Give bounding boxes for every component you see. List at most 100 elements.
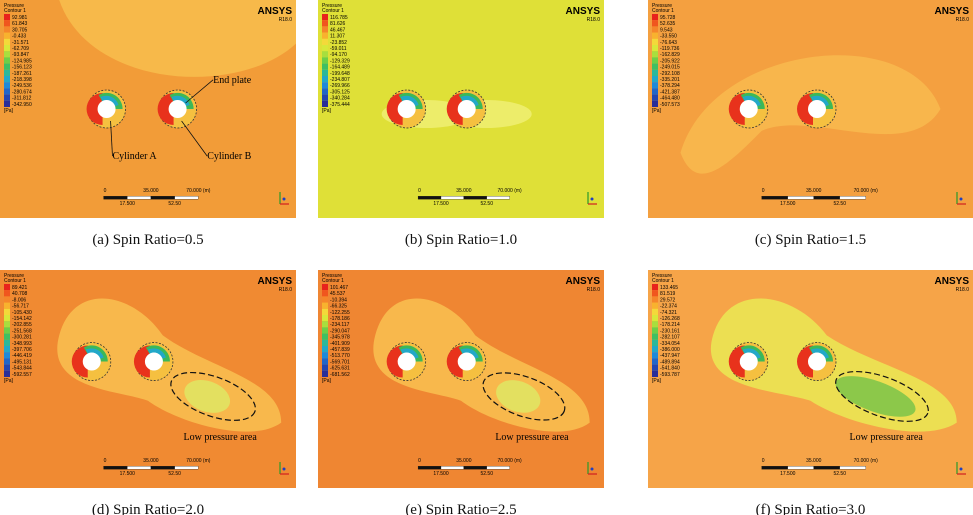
scale-segment (464, 196, 487, 199)
colorbar-cell (4, 340, 10, 346)
colorbar-cell (322, 57, 328, 63)
legend-value: 29.572 (660, 297, 676, 303)
legend-value: -205.922 (660, 58, 680, 64)
colorbar-cell (322, 365, 328, 371)
colorbar-cell (652, 315, 658, 321)
scale-segment (175, 466, 199, 469)
scale-label: 35.000 (143, 458, 159, 464)
colorbar-cell (652, 334, 658, 340)
legend-value: -199.648 (330, 71, 350, 77)
legend-value: -31.571 (12, 40, 29, 46)
logo: ANSYS (258, 276, 293, 287)
scale-label: 35.000 (806, 188, 822, 194)
caption: (e) Spin Ratio=2.5 (296, 502, 626, 515)
cylinder (398, 353, 416, 371)
legend-value: -593.787 (660, 372, 680, 378)
legend-value: 40.708 (12, 291, 28, 297)
colorbar-cell (652, 82, 658, 88)
legend-value: -569.701 (330, 359, 350, 365)
annotation: End plate (213, 75, 252, 86)
legend-value: -292.108 (660, 71, 680, 77)
colorbar-cell (4, 321, 10, 327)
scale-label: 52.50 (168, 201, 181, 207)
colorbar-cell (322, 315, 328, 321)
scale-label: 35.000 (456, 458, 472, 464)
legend-value: 52.635 (660, 21, 676, 27)
colorbar-cell (652, 51, 658, 57)
scale-segment (814, 466, 840, 469)
legend-value: 81.519 (660, 291, 676, 297)
legend-value: -401.909 (330, 341, 350, 347)
cylinder (83, 353, 101, 371)
scale-label: 17.500 (120, 471, 136, 477)
colorbar-cell (322, 290, 328, 296)
legend-value: -489.894 (660, 359, 680, 365)
legend-value: -119.736 (660, 46, 680, 52)
scale-label: 17.500 (433, 201, 449, 207)
scale-label: 70.000 (m) (498, 188, 523, 194)
scale-segment (441, 196, 464, 199)
colorbar-cell (652, 64, 658, 70)
scale-segment (840, 196, 866, 199)
colorbar-cell (652, 284, 658, 290)
colorbar-cell (4, 315, 10, 321)
legend-subtitle: Contour 1 (322, 8, 344, 14)
legend-value: -66.325 (330, 304, 347, 310)
scale-segment (762, 466, 788, 469)
colorbar-cell (322, 346, 328, 352)
legend-value: -249.536 (12, 83, 32, 89)
axis-z (960, 198, 963, 201)
legend-value: -681.562 (330, 372, 350, 378)
legend-value: 95.728 (660, 15, 676, 21)
legend-value: -249.015 (660, 65, 680, 71)
colorbar-cell (652, 321, 658, 327)
version: R18.0 (956, 287, 970, 293)
colorbar-cell (322, 309, 328, 315)
scale-segment (127, 466, 151, 469)
contour-panel: PressureContour 1116.78581.62646.46711.3… (318, 0, 604, 218)
colorbar-cell (4, 33, 10, 39)
colorbar-cell (322, 101, 328, 107)
colorbar-cell (652, 352, 658, 358)
cylinder (808, 353, 826, 371)
colorbar-cell (4, 303, 10, 309)
scale-segment (175, 196, 199, 199)
legend-value: -513.770 (330, 353, 350, 359)
contour-panel: PressureContour 189.42140.708-8.006-56.7… (0, 270, 296, 488)
caption: (b) Spin Ratio=1.0 (296, 232, 626, 249)
colorbar-cell (322, 352, 328, 358)
legend-value: -154.142 (12, 316, 32, 322)
colorbar-cell (652, 45, 658, 51)
legend-value: -421.387 (660, 89, 680, 95)
legend-value: -126.268 (660, 316, 680, 322)
legend-value: -311.812 (12, 96, 32, 102)
colorbar-cell (322, 76, 328, 82)
legend-value: -234.117 (330, 322, 350, 328)
colorbar-cell (322, 371, 328, 377)
scale-label: 35.000 (806, 458, 822, 464)
scale-label: 70.000 (m) (186, 458, 211, 464)
legend-subtitle: Contour 1 (4, 278, 26, 284)
scale-segment (464, 466, 487, 469)
colorbar-cell (322, 95, 328, 101)
colorbar-cell (652, 365, 658, 371)
colorbar-cell (4, 70, 10, 76)
annotation: Cylinder B (207, 151, 251, 162)
legend-value: 61.843 (12, 21, 28, 27)
legend-value: -230.161 (660, 328, 680, 334)
legend-value: -290.047 (330, 328, 350, 334)
colorbar-cell (322, 39, 328, 45)
scale-segment (127, 196, 151, 199)
contour-panel: PressureContour 1101.46745.537-10.394-66… (318, 270, 604, 488)
legend-value: -305.125 (330, 89, 350, 95)
legend-subtitle: Contour 1 (652, 278, 674, 284)
legend-value: -8.006 (12, 297, 26, 303)
legend-value: 81.626 (330, 21, 346, 27)
legend-value: -280.674 (12, 89, 32, 95)
colorbar-cell (652, 39, 658, 45)
legend-value: -437.947 (660, 353, 680, 359)
legend-value: -543.844 (12, 366, 32, 372)
legend-value: -625.631 (330, 366, 350, 372)
axis-z (591, 198, 594, 201)
